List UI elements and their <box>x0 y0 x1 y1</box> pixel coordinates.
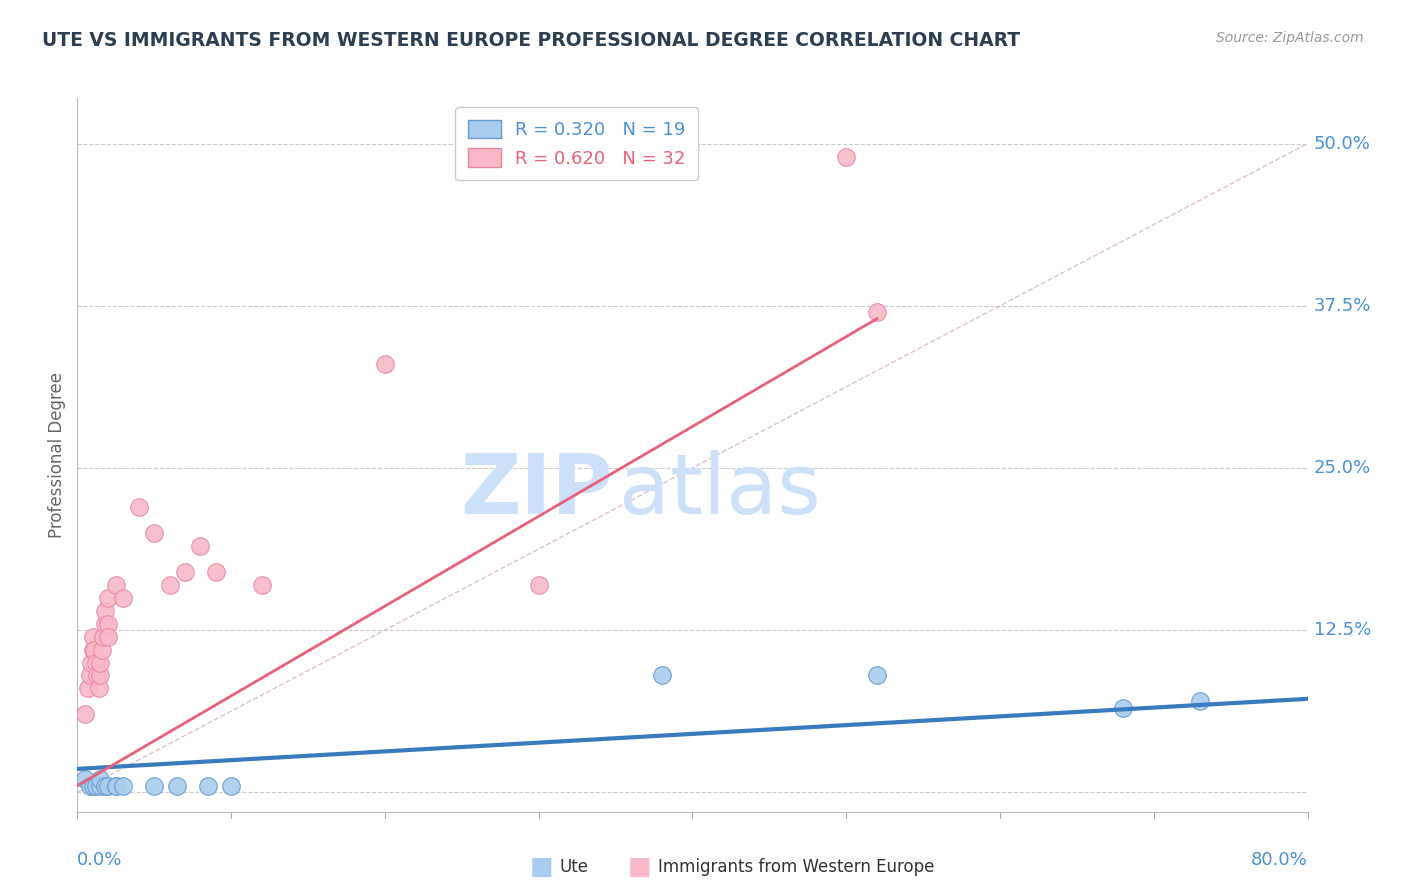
Point <box>94 616 117 631</box>
Text: 12.5%: 12.5% <box>1313 621 1371 639</box>
Point <box>89 656 111 670</box>
Point <box>73 707 96 722</box>
Point <box>93 630 115 644</box>
Point <box>112 591 135 605</box>
Point <box>204 565 226 579</box>
Text: 80.0%: 80.0% <box>1251 851 1308 869</box>
Point <box>82 642 104 657</box>
Point <box>104 577 127 591</box>
Text: atlas: atlas <box>619 450 820 531</box>
Text: 37.5%: 37.5% <box>1313 297 1371 315</box>
Point <box>197 779 219 793</box>
Point <box>188 539 212 553</box>
Point <box>159 577 181 591</box>
Point <box>87 681 110 696</box>
Point <box>89 772 111 787</box>
Point <box>174 565 197 579</box>
Text: 0.0%: 0.0% <box>77 851 122 869</box>
Point <box>374 357 396 371</box>
Point <box>80 656 103 670</box>
Point <box>104 779 127 793</box>
Point <box>866 668 889 682</box>
Point <box>86 668 108 682</box>
Text: ZIP: ZIP <box>460 450 613 531</box>
Text: Ute: Ute <box>560 858 589 876</box>
Text: 50.0%: 50.0% <box>1313 135 1371 153</box>
Point <box>1112 701 1135 715</box>
Text: UTE VS IMMIGRANTS FROM WESTERN EUROPE PROFESSIONAL DEGREE CORRELATION CHART: UTE VS IMMIGRANTS FROM WESTERN EUROPE PR… <box>42 31 1021 50</box>
Point <box>82 630 104 644</box>
Point <box>835 149 858 163</box>
Point <box>94 604 117 618</box>
Point <box>97 616 120 631</box>
Point <box>73 772 96 787</box>
Point <box>97 591 120 605</box>
Point <box>97 630 120 644</box>
Point <box>94 779 117 793</box>
Point <box>83 642 105 657</box>
Point <box>89 779 111 793</box>
Point <box>143 525 166 540</box>
Point <box>104 779 127 793</box>
Point <box>250 577 273 591</box>
Point <box>97 779 120 793</box>
Text: Immigrants from Western Europe: Immigrants from Western Europe <box>658 858 935 876</box>
Point <box>128 500 150 514</box>
Point <box>90 642 114 657</box>
Point <box>82 779 104 793</box>
Point <box>219 779 242 793</box>
Point <box>84 779 107 793</box>
Text: 25.0%: 25.0% <box>1313 458 1371 477</box>
Point <box>112 779 135 793</box>
Point <box>84 656 107 670</box>
Y-axis label: Professional Degree: Professional Degree <box>48 372 66 538</box>
Text: Source: ZipAtlas.com: Source: ZipAtlas.com <box>1216 31 1364 45</box>
Point <box>166 779 188 793</box>
Point <box>77 681 100 696</box>
Legend: R = 0.320   N = 19, R = 0.620   N = 32: R = 0.320 N = 19, R = 0.620 N = 32 <box>456 107 697 180</box>
Text: ■: ■ <box>628 855 651 879</box>
Point <box>89 668 111 682</box>
Point <box>143 779 166 793</box>
Text: ■: ■ <box>530 855 553 879</box>
Point <box>527 577 550 591</box>
Point <box>651 668 673 682</box>
Point <box>79 668 101 682</box>
Point <box>79 779 101 793</box>
Point <box>1188 694 1211 708</box>
Point <box>866 305 889 319</box>
